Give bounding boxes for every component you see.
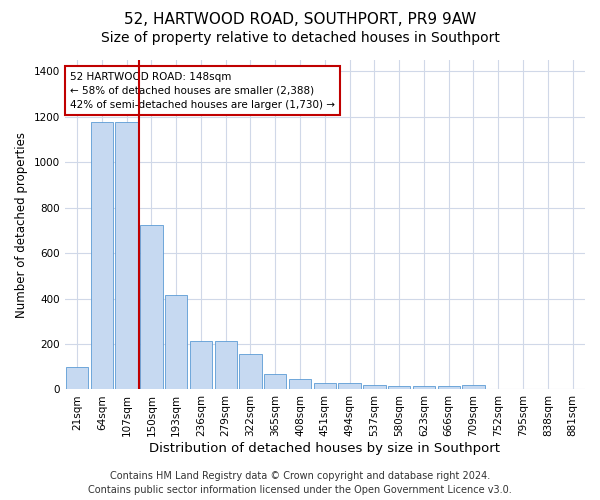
Bar [289,378,311,390]
Text: 52 HARTWOOD ROAD: 148sqm
← 58% of detached houses are smaller (2,388)
42% of sem: 52 HARTWOOD ROAD: 148sqm ← 58% of detach… [70,72,335,110]
Bar [239,354,262,390]
Y-axis label: Number of detached properties: Number of detached properties [15,132,28,318]
Bar [463,386,485,390]
Bar [215,340,237,390]
X-axis label: Distribution of detached houses by size in Southport: Distribution of detached houses by size … [149,442,500,455]
Bar [314,382,336,390]
Bar [91,122,113,390]
Bar [165,295,187,390]
Bar [437,386,460,390]
Bar [338,382,361,390]
Text: 52, HARTWOOD ROAD, SOUTHPORT, PR9 9AW: 52, HARTWOOD ROAD, SOUTHPORT, PR9 9AW [124,12,476,28]
Bar [190,340,212,390]
Bar [115,122,138,390]
Bar [413,386,435,390]
Text: Contains HM Land Registry data © Crown copyright and database right 2024.
Contai: Contains HM Land Registry data © Crown c… [88,471,512,495]
Bar [140,224,163,390]
Bar [66,366,88,390]
Bar [363,386,386,390]
Bar [264,374,286,390]
Bar [388,386,410,390]
Text: Size of property relative to detached houses in Southport: Size of property relative to detached ho… [101,31,499,45]
